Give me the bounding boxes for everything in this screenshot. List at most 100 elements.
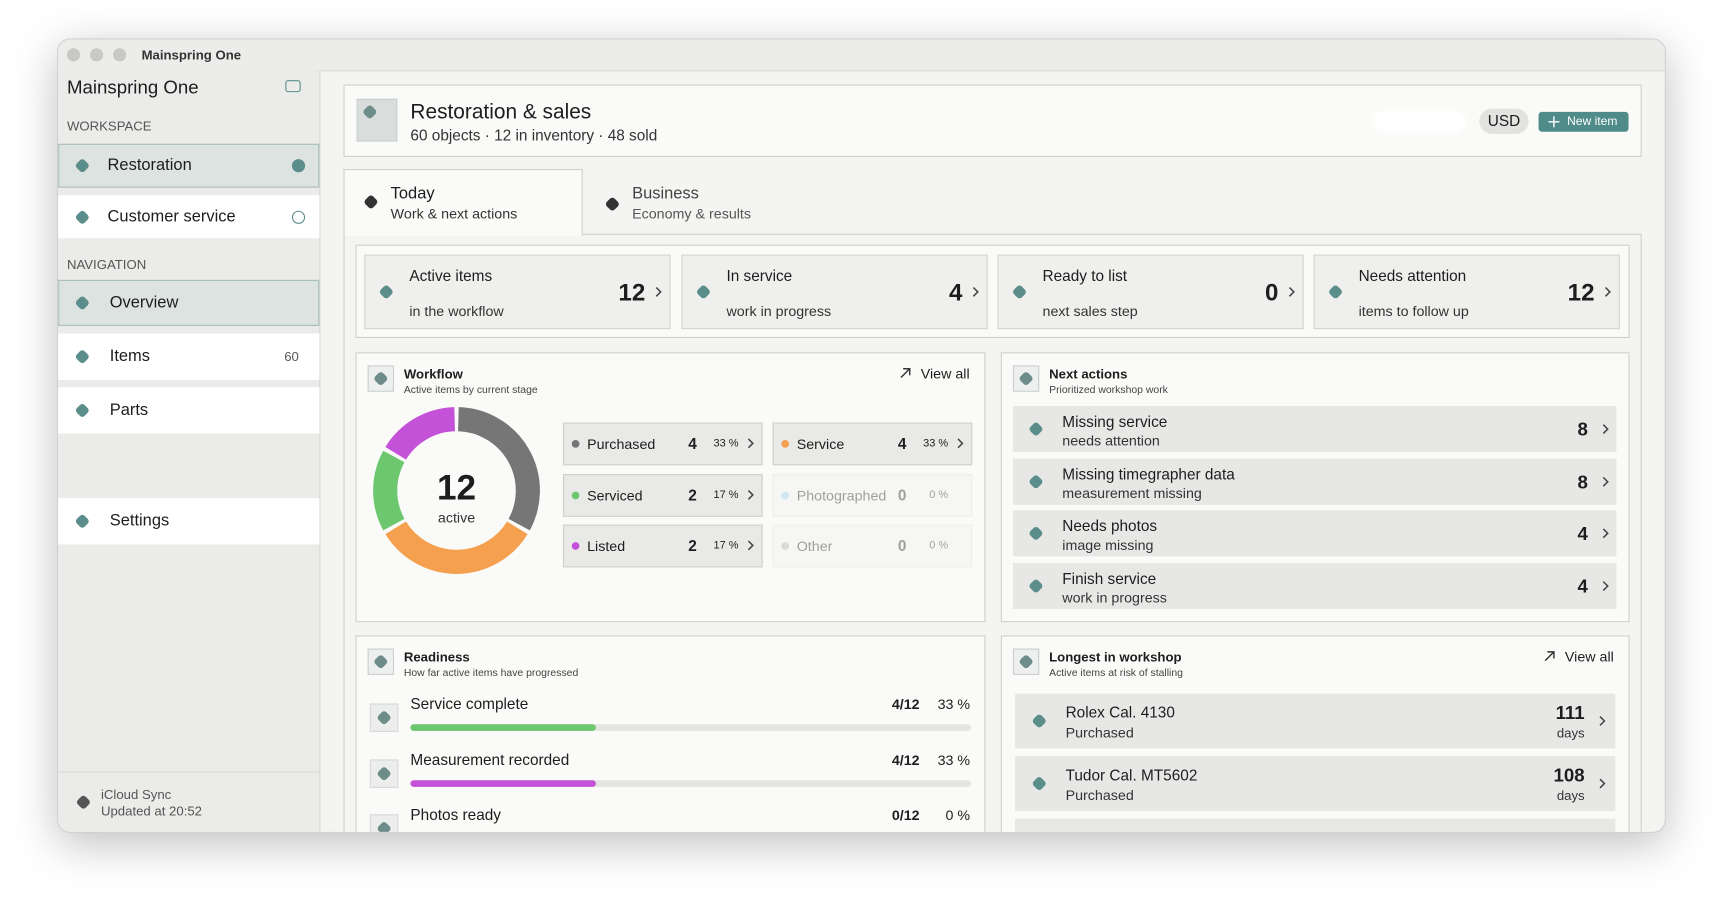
icon — [75, 514, 89, 528]
stage-dot-shape — [571, 491, 580, 500]
chevron — [1599, 716, 1606, 726]
icon-shape — [75, 350, 89, 364]
icon — [1019, 655, 1033, 669]
window-button[interactable] — [89, 48, 104, 62]
search-field[interactable] — [1372, 110, 1467, 133]
item-row[interactable] — [1015, 818, 1616, 832]
stage-cell[interactable] — [562, 422, 763, 466]
sidebar-item[interactable] — [58, 333, 320, 380]
card-subtitle: Prioritized workshop work — [1049, 384, 1168, 397]
sidebar-item[interactable] — [58, 143, 320, 188]
action-label: Missing service — [1062, 412, 1168, 431]
card-title: Readiness — [403, 649, 470, 666]
icon — [1329, 285, 1342, 299]
chevron-stroke — [1602, 424, 1609, 435]
stage-name: Serviced — [587, 487, 643, 504]
chevron-stroke — [957, 438, 964, 449]
progress-track — [410, 780, 972, 787]
stage-cell[interactable] — [562, 474, 763, 517]
window-title: Mainspring One — [141, 47, 242, 63]
tab-title: Today — [390, 184, 435, 204]
stage-cell[interactable] — [772, 524, 973, 568]
sidebar-item[interactable] — [58, 387, 320, 434]
section-heading: NAVIGATION — [66, 256, 147, 273]
item-stage: Purchased — [1065, 786, 1134, 804]
section-heading: WORKSPACE — [66, 118, 152, 134]
donut — [373, 407, 540, 574]
action-row[interactable] — [1012, 510, 1617, 557]
kpi-card[interactable] — [997, 254, 1304, 330]
tab-active[interactable] — [343, 168, 583, 236]
arrow-icon — [1544, 651, 1555, 662]
stage-count: 0 — [897, 486, 907, 504]
icon — [1032, 777, 1046, 790]
stage-percent: 0 % — [929, 489, 949, 502]
currency-button[interactable]: USD — [1479, 108, 1529, 134]
icon-shape — [75, 514, 89, 528]
sidebar-item[interactable] — [58, 498, 320, 545]
new-item-button[interactable]: New item — [1538, 111, 1629, 132]
sidebar-item[interactable] — [58, 279, 320, 326]
window: Mainspring One Mainspring One WORKSPACE NAV… — [57, 38, 1666, 833]
sidebar-item[interactable] — [58, 195, 320, 239]
kpi-card[interactable] — [364, 254, 671, 330]
icon — [75, 159, 89, 173]
donut-segment — [385, 407, 456, 460]
status-circle — [291, 210, 306, 224]
readiness-fraction: 0/12 — [891, 806, 920, 824]
item-row[interactable] — [1015, 756, 1616, 811]
plus-icon — [1548, 116, 1560, 128]
icon-shape — [697, 285, 710, 299]
icon — [1029, 579, 1043, 593]
chevron-stroke — [747, 438, 754, 449]
stage-dot-shape — [781, 542, 790, 550]
readiness-fraction: 4/12 — [891, 695, 920, 713]
donut-segment — [373, 450, 405, 531]
icon-shape — [605, 197, 619, 211]
readiness-label: Service complete — [410, 694, 529, 713]
icon-shape — [1029, 579, 1043, 593]
icon — [75, 350, 89, 364]
icon — [363, 105, 377, 119]
stage-cell[interactable] — [772, 422, 973, 466]
kpi-card[interactable] — [681, 254, 988, 330]
action-count: 8 — [1577, 471, 1588, 493]
icon — [1013, 285, 1026, 299]
action-count: 4 — [1577, 576, 1588, 597]
chevron — [1602, 424, 1609, 435]
action-detail: needs attention — [1062, 432, 1160, 449]
window-button[interactable] — [66, 48, 81, 62]
card-title: Workflow — [403, 366, 463, 382]
stage-percent: 17 % — [713, 489, 739, 502]
app-name: Mainspring One — [66, 76, 199, 98]
action-label: Needs photos — [1062, 516, 1158, 535]
view-all[interactable]: View all — [920, 365, 970, 382]
readiness-percent: 0 % — [945, 806, 971, 824]
stage-cell[interactable] — [772, 474, 973, 517]
window-content: Mainspring One Mainspring One WORKSPACE NAV… — [58, 39, 1665, 832]
stage-name: Listed — [587, 537, 626, 555]
sidebar-toggle — [285, 80, 301, 93]
view-all[interactable]: View all — [1564, 648, 1614, 666]
icon — [77, 795, 90, 809]
kpi-title: Needs attention — [1358, 266, 1467, 285]
kpi-card[interactable] — [1313, 254, 1620, 330]
readiness-fraction: 4/12 — [891, 751, 920, 769]
status-indicator — [291, 159, 306, 173]
icon-shape — [374, 655, 388, 669]
icon-shape — [1329, 285, 1342, 299]
action-detail: measurement missing — [1062, 485, 1202, 502]
action-row[interactable] — [1012, 562, 1617, 610]
window-button[interactable] — [113, 48, 127, 62]
toggle-shape — [285, 80, 301, 93]
action-row[interactable] — [1012, 406, 1617, 453]
chevron — [747, 540, 754, 551]
item-stage: Purchased — [1065, 724, 1134, 741]
badge: 60 — [284, 348, 299, 365]
item-row[interactable] — [1015, 693, 1616, 749]
icon-shape — [75, 210, 89, 224]
stage-cell[interactable] — [562, 524, 763, 568]
action-row[interactable] — [1012, 458, 1617, 505]
